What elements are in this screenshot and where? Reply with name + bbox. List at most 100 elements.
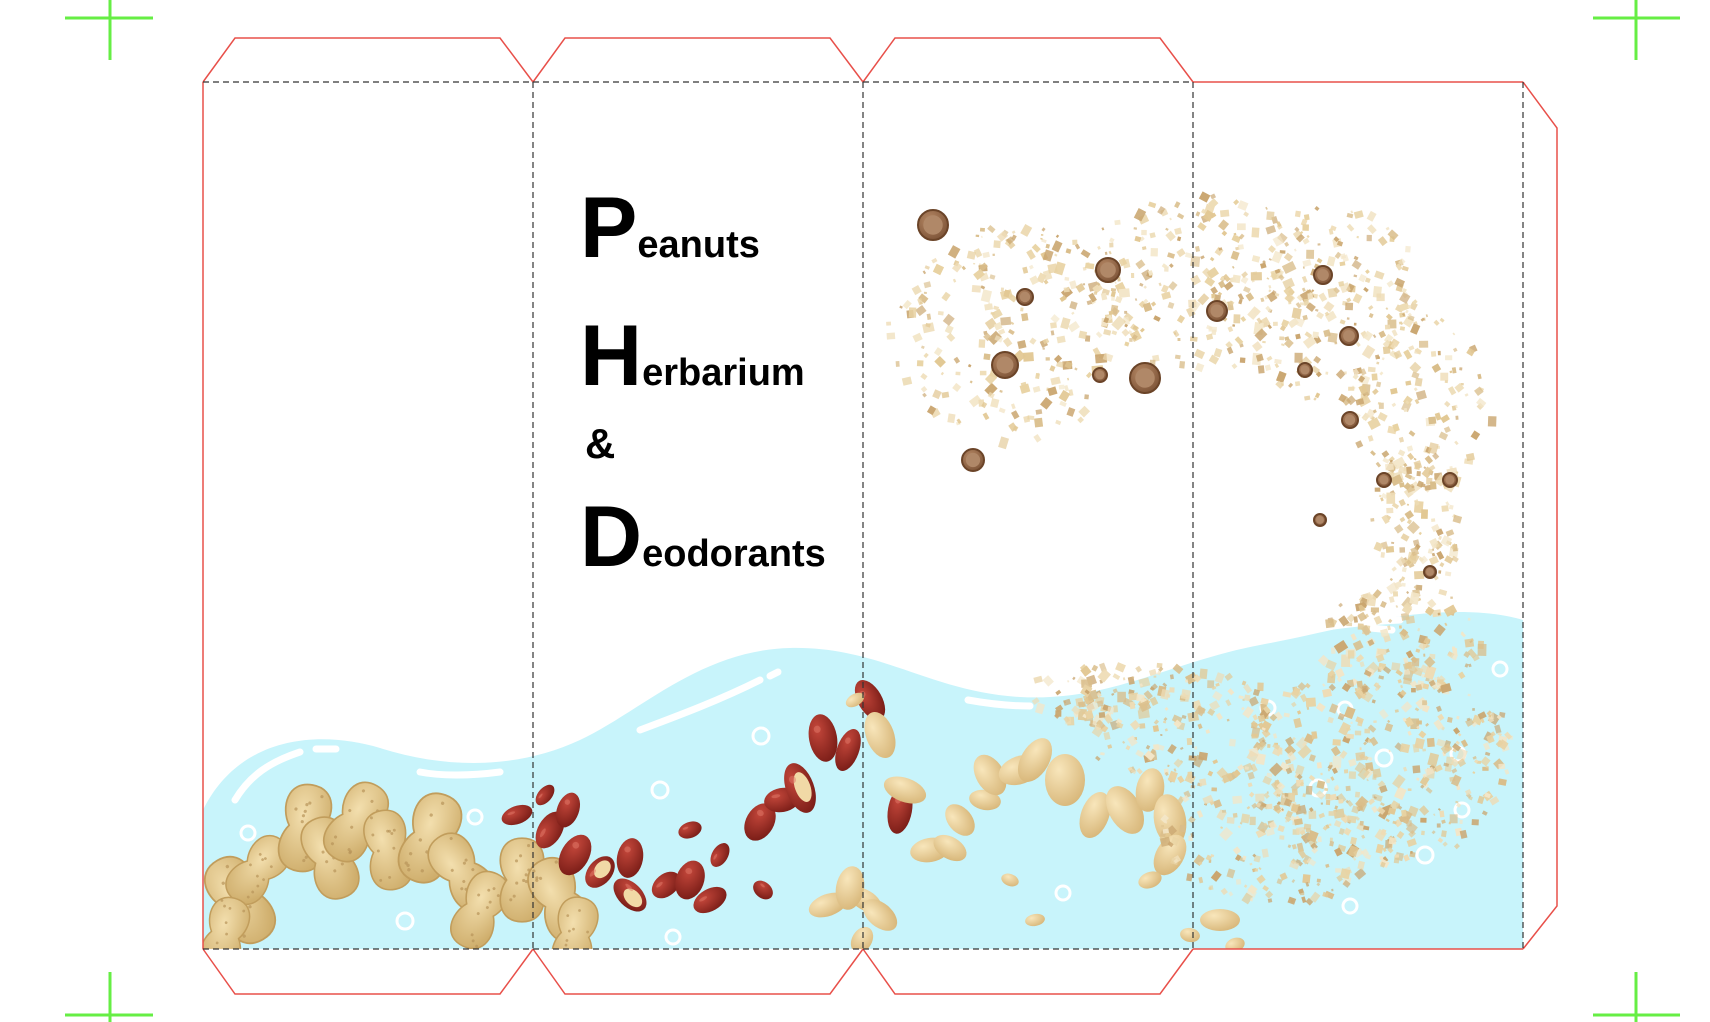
powder-particle-icon <box>1294 226 1300 232</box>
powder-particle-icon <box>1420 509 1428 519</box>
powder-particle-icon <box>1331 767 1338 775</box>
powder-particle-icon <box>1302 874 1311 884</box>
powder-particle-icon <box>1247 771 1255 780</box>
powder-particle-icon <box>1467 648 1477 659</box>
powder-particle-icon <box>1406 521 1420 535</box>
powder-particle-icon <box>1237 293 1245 301</box>
powder-particle-icon <box>1195 211 1201 217</box>
powder-particle-icon <box>1286 751 1297 762</box>
powder-particle-icon <box>1378 708 1389 720</box>
powder-particle-icon <box>1032 385 1041 393</box>
powder-particle-icon <box>1292 686 1301 697</box>
powder-particle-icon <box>1356 658 1361 663</box>
powder-particle-icon <box>1477 795 1485 805</box>
powder-particle-icon <box>1327 763 1334 770</box>
powder-particle-icon <box>1097 245 1101 250</box>
powder-particle-icon <box>1284 293 1294 303</box>
powder-particle-icon <box>1377 412 1388 422</box>
powder-particle-icon <box>1377 667 1382 672</box>
powder-particle-icon <box>978 339 986 348</box>
powder-particle-icon <box>1440 414 1450 424</box>
powder-particle-icon <box>1238 233 1245 240</box>
powder-particle-icon <box>1123 312 1134 322</box>
powder-particle-icon <box>1317 243 1321 246</box>
powder-particle-icon <box>1445 355 1453 361</box>
powder-particle-icon <box>1309 891 1321 903</box>
blanched-peanut-icon <box>862 899 898 931</box>
powder-particle-icon <box>1481 810 1488 816</box>
powder-particle-icon <box>988 302 992 306</box>
powder-particle-icon <box>1493 758 1505 770</box>
powder-particle-icon <box>1273 321 1278 326</box>
powder-particle-icon <box>1302 237 1310 245</box>
powder-particle-icon <box>1411 485 1415 489</box>
powder-particle-icon <box>1291 844 1297 850</box>
powder-particle-icon <box>1314 392 1321 399</box>
powder-particle-icon <box>1452 748 1458 753</box>
powder-particle-icon <box>915 304 927 317</box>
powder-particle-icon <box>1303 859 1309 865</box>
powder-particle-icon <box>1237 223 1246 231</box>
powder-particle-icon <box>1445 529 1455 537</box>
powder-particle-icon <box>1188 755 1197 761</box>
powder-particle-icon <box>1206 324 1213 331</box>
powder-particle-icon <box>1274 358 1282 365</box>
powder-particle-icon <box>1107 706 1115 715</box>
powder-particle-icon <box>1142 302 1153 313</box>
powder-particle-icon <box>1266 803 1273 810</box>
powder-particle-icon <box>1370 518 1375 522</box>
powder-particle-icon <box>1420 817 1427 823</box>
powder-particle-icon <box>1117 691 1126 703</box>
powder-particle-icon <box>1452 514 1463 524</box>
powder-particle-icon <box>1456 802 1462 808</box>
powder-particle-icon <box>1172 329 1180 338</box>
powder-particle-icon <box>1394 854 1400 858</box>
powder-particle-icon <box>1372 388 1379 396</box>
powder-particle-icon <box>1029 337 1037 345</box>
powder-particle-icon <box>1103 317 1110 324</box>
powder-particle-icon <box>1287 792 1296 802</box>
powder-particle-icon <box>1273 803 1281 812</box>
powder-particle-icon <box>1066 680 1070 683</box>
powder-particle-icon <box>1209 256 1215 262</box>
powder-particle-icon <box>1042 249 1054 262</box>
powder-particle-icon <box>1274 268 1281 274</box>
powder-particle-icon <box>1281 319 1290 328</box>
powder-particle-icon <box>1442 841 1448 847</box>
powder-particle-icon <box>917 297 924 306</box>
powder-particle-icon <box>1333 808 1345 819</box>
powder-particle-icon <box>1241 680 1247 686</box>
powder-particle-icon <box>1042 347 1046 350</box>
powder-particle-icon <box>1465 452 1475 462</box>
powder-particle-icon <box>1381 492 1388 499</box>
powder-particle-icon <box>1111 296 1115 301</box>
powder-particle-icon <box>1433 575 1439 581</box>
powder-particle-icon <box>1305 302 1316 312</box>
powder-particle-icon <box>1271 290 1277 296</box>
powder-particle-icon <box>1358 273 1367 283</box>
powder-particle-icon <box>1248 791 1255 798</box>
powder-particle-icon <box>1395 263 1403 271</box>
powder-particle-icon <box>1251 255 1261 263</box>
powder-particle-icon <box>916 360 924 367</box>
powder-particle-icon <box>989 274 996 280</box>
powder-particle-icon <box>1237 825 1242 829</box>
powder-particle-icon <box>982 412 990 421</box>
powder-particle-icon <box>1417 627 1421 632</box>
powder-particle-icon <box>1263 822 1268 827</box>
powder-particle-icon <box>1393 855 1400 864</box>
powder-particle-icon <box>1469 639 1473 644</box>
powder-particle-icon <box>1367 435 1374 442</box>
powder-particle-icon <box>1179 360 1186 369</box>
powder-particle-icon <box>1399 743 1411 754</box>
powder-particle-icon <box>1217 291 1223 296</box>
powder-particle-icon <box>1325 371 1329 375</box>
powder-particle-icon <box>1325 659 1337 671</box>
powder-particle-icon <box>923 291 927 294</box>
blanched-peanut-icon <box>973 754 1007 796</box>
powder-particle-icon <box>1399 321 1404 326</box>
powder-particle-icon <box>1385 307 1389 311</box>
powder-particle-icon <box>1149 686 1155 691</box>
powder-particle-icon <box>1449 370 1453 374</box>
powder-particle-icon <box>1477 373 1482 380</box>
